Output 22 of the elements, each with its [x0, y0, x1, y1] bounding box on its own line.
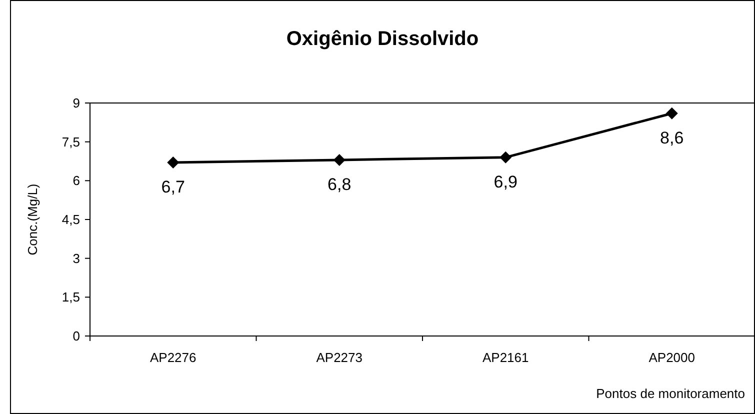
chart-title: Oxigênio Dissolvido — [286, 28, 479, 50]
point — [666, 107, 678, 120]
x-tick-label: AP2273 — [316, 350, 363, 365]
y-tick-label: 9 — [72, 96, 80, 111]
y-tick-label: 4,5 — [62, 212, 80, 228]
point — [500, 151, 512, 164]
y-axis-title: Conc.(Mg/L) — [25, 184, 40, 256]
data-label: 6,7 — [161, 178, 185, 197]
x-tick-label: AP2000 — [648, 350, 696, 365]
data-label: 8,6 — [660, 128, 684, 148]
data-label: 6,9 — [494, 172, 518, 192]
y-tick-label: 6 — [72, 173, 80, 188]
point — [167, 156, 180, 169]
data-label: 6,8 — [328, 174, 352, 194]
y-tick-label: 0 — [72, 328, 80, 344]
x-tick-label: AP2161 — [482, 350, 529, 365]
x-axis-title: Pontos de monitoramento — [596, 386, 745, 401]
x-tick-label: AP2276 — [150, 350, 196, 365]
point — [333, 154, 346, 166]
y-tick-label: 7,5 — [62, 134, 80, 150]
y-tick-label: 1,5 — [62, 290, 80, 305]
y-tick-label: 3 — [72, 250, 80, 266]
